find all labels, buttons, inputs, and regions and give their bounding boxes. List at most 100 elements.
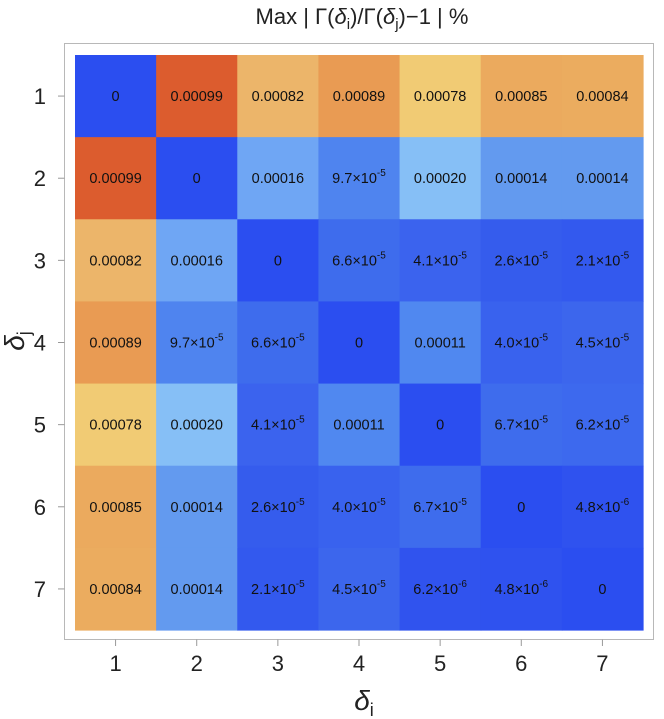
cell-value-label: 4.5×10-5 bbox=[332, 579, 386, 598]
heatmap-cell bbox=[237, 219, 320, 303]
y-tick-label: 4 bbox=[34, 331, 46, 356]
heatmap-cell bbox=[237, 383, 320, 467]
cell-value-label: 0 bbox=[193, 171, 201, 187]
heatmap-cell bbox=[561, 55, 644, 138]
x-axis-label-symbol: δ bbox=[354, 685, 370, 716]
cell-value-label: 0 bbox=[598, 582, 606, 598]
heatmap-cell bbox=[480, 55, 563, 138]
heatmap-cell bbox=[561, 301, 644, 385]
y-axis-label: δj bbox=[0, 331, 34, 351]
cell-value-label: 6.2×10-5 bbox=[576, 415, 630, 434]
x-tick-label: 4 bbox=[353, 651, 365, 676]
cell-value-label: 9.7×10-5 bbox=[332, 168, 386, 187]
cell-value-label: 6.7×10-5 bbox=[413, 497, 467, 516]
cell-value-label: 0.00085 bbox=[495, 89, 547, 105]
y-axis-label-sub: j bbox=[14, 331, 34, 336]
heatmap-cell bbox=[561, 383, 644, 467]
cell-value-label: 0.00014 bbox=[171, 500, 223, 516]
cell-value-label: 0.00099 bbox=[89, 171, 141, 187]
heatmap-cell bbox=[156, 547, 238, 631]
heatmap-cell bbox=[237, 301, 320, 385]
cell-value-label: 4.8×10-6 bbox=[494, 579, 548, 598]
heatmap-cell bbox=[318, 301, 401, 385]
cell-value-label: 0.00014 bbox=[171, 582, 223, 598]
heatmap-cell bbox=[318, 55, 401, 138]
y-tick-label: 3 bbox=[34, 248, 46, 273]
heatmap-cell bbox=[480, 383, 563, 467]
cell-value-label: 2.1×10-5 bbox=[576, 250, 630, 269]
cell-value-label: 0.00082 bbox=[252, 89, 304, 105]
cell-value-label: 4.5×10-5 bbox=[576, 333, 630, 352]
heatmap-cell bbox=[237, 55, 320, 138]
cell-value-label: 0 bbox=[112, 89, 120, 105]
title-sub-j: j bbox=[394, 16, 398, 33]
cell-value-label: 0.00084 bbox=[89, 582, 141, 598]
cell-value-label: 6.6×10-5 bbox=[332, 250, 386, 269]
heatmap-cell bbox=[480, 547, 563, 631]
cell-value-label: 0.00014 bbox=[576, 171, 628, 187]
heatmap-cell bbox=[399, 465, 482, 549]
y-tick-label: 5 bbox=[34, 413, 46, 438]
cell-value-label: 9.7×10-5 bbox=[170, 333, 224, 352]
y-tick-label: 6 bbox=[34, 495, 46, 520]
heatmap-cell bbox=[156, 301, 238, 385]
chart-title: Max | Γ(δi)/Γ(δj)−1 | % bbox=[256, 4, 469, 33]
cell-value-label: 0.00011 bbox=[414, 336, 465, 352]
heatmap-cell bbox=[237, 547, 320, 631]
x-tick-label: 1 bbox=[109, 651, 121, 676]
cell-value-label: 0.00082 bbox=[89, 253, 141, 269]
heatmap-cell bbox=[561, 137, 644, 220]
heatmap-cell bbox=[561, 547, 644, 631]
title-prefix: Max | Γ( bbox=[256, 4, 336, 29]
heatmap-cell bbox=[156, 383, 238, 467]
cell-value-label: 2.6×10-5 bbox=[251, 497, 305, 516]
heatmap-cell bbox=[75, 137, 157, 220]
heatmap-cell bbox=[75, 383, 157, 467]
heatmap-cells: 0 0.00099 0.00082 0.00089 0.00078 0.00085 0.00… bbox=[75, 55, 644, 631]
cell-value-label: 0.00099 bbox=[171, 89, 223, 105]
y-tick-label: 7 bbox=[34, 577, 46, 602]
cell-value-label: 0 bbox=[517, 500, 525, 516]
cell-value-label: 0 bbox=[436, 418, 444, 434]
cell-value-label: 6.7×10-5 bbox=[494, 415, 548, 434]
heatmap-cell bbox=[399, 219, 482, 303]
heatmap-cell bbox=[318, 465, 401, 549]
cell-value-label: 2.1×10-5 bbox=[251, 579, 305, 598]
heatmap-cell bbox=[318, 219, 401, 303]
heatmap-cell bbox=[156, 55, 238, 138]
title-mid: )/Γ( bbox=[350, 4, 384, 29]
x-axis-label-sub: i bbox=[370, 700, 374, 719]
heatmap-cell bbox=[75, 55, 157, 138]
cell-value-label: 0.00020 bbox=[171, 418, 223, 434]
heatmap-cell bbox=[156, 465, 238, 549]
cell-value-label: 0.00020 bbox=[414, 171, 466, 187]
x-axis-label: δi bbox=[354, 685, 374, 719]
heatmap-cell bbox=[318, 547, 401, 631]
cell-value-label: 0.00078 bbox=[89, 418, 141, 434]
heatmap-cell bbox=[75, 219, 157, 303]
y-tick-label: 2 bbox=[34, 166, 46, 191]
heatmap-cell bbox=[75, 301, 157, 385]
cell-value-label: 6.2×10-6 bbox=[413, 579, 467, 598]
heatmap-cell bbox=[399, 383, 482, 467]
cell-value-label: 0 bbox=[355, 336, 363, 352]
heatmap-cell bbox=[561, 465, 644, 549]
cell-value-label: 0.00089 bbox=[333, 89, 385, 105]
x-tick-label: 7 bbox=[596, 651, 608, 676]
heatmap-cell bbox=[399, 137, 482, 220]
title-suffix: )−1 | % bbox=[399, 4, 469, 29]
cell-value-label: 4.1×10-5 bbox=[413, 250, 467, 269]
x-tick-label: 2 bbox=[191, 651, 203, 676]
heatmap-cell bbox=[480, 301, 563, 385]
cell-value-label: 0.00085 bbox=[89, 500, 141, 516]
heatmap-cell bbox=[480, 219, 563, 303]
title-delta-j: δ bbox=[383, 4, 396, 29]
heatmap-cell bbox=[399, 301, 482, 385]
heatmap-cell bbox=[318, 383, 401, 467]
cell-value-label: 0.00084 bbox=[576, 89, 628, 105]
heatmap-cell bbox=[156, 137, 238, 220]
heatmap-cell bbox=[318, 137, 401, 220]
heatmap-cell bbox=[75, 465, 157, 549]
heatmap-cell bbox=[480, 137, 563, 220]
